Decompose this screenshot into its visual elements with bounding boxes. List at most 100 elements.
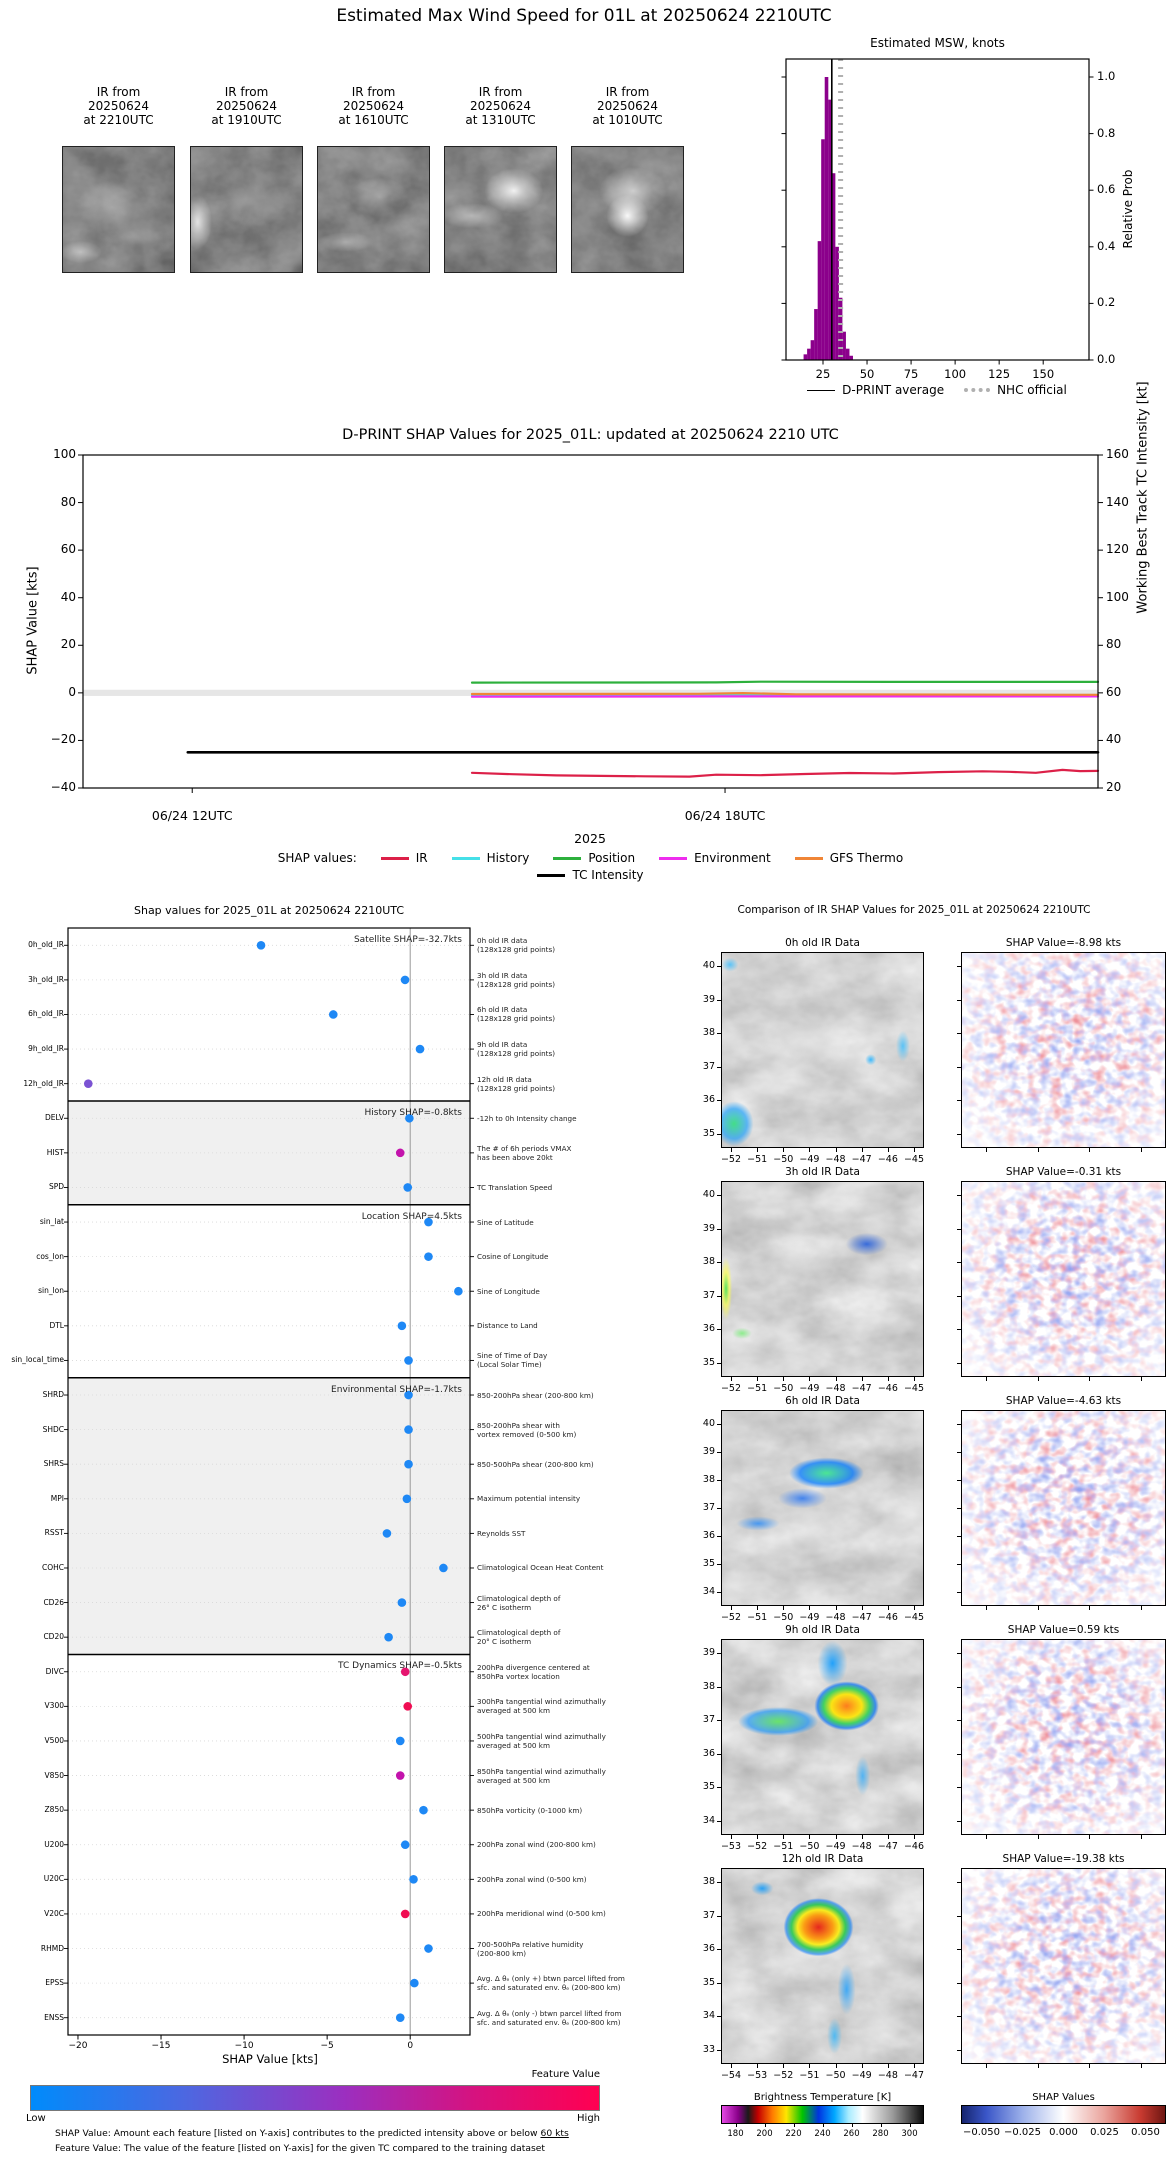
dotplot-feature-desc: 200hPa zonal wind (200-800 km)	[477, 1840, 596, 1850]
comparison-title: Comparison of IR SHAP Values for 2025_01…	[737, 904, 1091, 916]
lat-tick-label: 39	[702, 993, 715, 1005]
lon-tick	[887, 1606, 889, 1610]
legend-item: TC Intensity	[537, 868, 644, 882]
lat-tick-label: 34	[702, 1586, 715, 1597]
lon-tick-label: −52	[720, 1383, 742, 1394]
dotplot-title: Shap values for 2025_01L at 20250624 221…	[133, 904, 405, 917]
shap-map-fade-overlay	[962, 953, 1165, 1147]
shap-lat-tick	[957, 1363, 961, 1364]
dotplot-feature-desc: Cosine of Longitude	[477, 1252, 549, 1262]
lon-tick-label: −51	[747, 1383, 768, 1394]
lon-tick	[731, 2064, 732, 2068]
shap-lat-tick	[957, 966, 961, 967]
dotplot-feature-label: SPD	[48, 1182, 64, 1192]
lon-tick-label: −47	[851, 1612, 872, 1623]
dotplot-feature-label: EPSS	[45, 1978, 64, 1988]
lat-tick-label: 40	[702, 960, 715, 971]
histogram-xtick-label: 75	[903, 367, 919, 381]
dotplot-feature-label: 12h_old_IR	[23, 1078, 64, 1088]
shap-lat-tick	[957, 1564, 961, 1565]
lon-tick-label: −46	[877, 1383, 898, 1394]
dotplot-feature-label: ENSS	[44, 2012, 64, 2022]
footnote-feature-value: Feature Value: The value of the feature …	[55, 2143, 545, 2154]
dotplot-feature-desc: 850-200hPa shear (200-800 km)	[477, 1390, 594, 1400]
lat-tick	[717, 1295, 721, 1297]
legend-item: Environment	[659, 851, 771, 865]
ir-thumbnail-image	[571, 146, 684, 273]
lon-tick-label: −52	[720, 1154, 742, 1165]
dotplot-feature-label: SHRD	[42, 1390, 64, 1400]
dotplot-feature-label: MPI	[50, 1493, 64, 1503]
dotplot-feature-label: V850	[44, 1770, 64, 1780]
shap-lat-tick	[957, 1536, 961, 1537]
shap-lon-tick	[986, 1606, 987, 1610]
lat-tick	[717, 1228, 721, 1230]
lon-tick	[861, 1835, 863, 1839]
lat-tick-label: 36	[702, 1943, 715, 1955]
shap-cbar-tick-label: 0.000	[1049, 2127, 1078, 2138]
shap-map	[961, 952, 1166, 1148]
lat-tick-label: 37	[702, 1714, 715, 1726]
lon-tick	[757, 1377, 759, 1381]
lat-tick	[717, 1363, 721, 1364]
legend-item: GFS Thermo	[794, 851, 903, 865]
dotplot-xtick-label: 0	[407, 2041, 414, 2051]
shap-lon-tick	[1089, 1377, 1091, 1381]
lat-tick-label: 34	[702, 2010, 715, 2022]
lon-tick	[783, 1606, 785, 1610]
ir-map	[721, 1639, 924, 1835]
histogram-xtick-label: 25	[815, 367, 831, 381]
bt-cbar-tick	[793, 2124, 795, 2127]
shap-map-fade-overlay	[962, 1182, 1165, 1376]
lon-tick	[757, 1148, 759, 1152]
ir-map-overlay	[722, 1411, 923, 1605]
lon-tick-label: −47	[851, 1154, 872, 1165]
dotplot-feature-desc: Sine of Time of Day (Local Solar Time)	[477, 1351, 548, 1370]
ir-map-title: 9h old IR Data	[785, 1624, 860, 1636]
lat-tick-label: 35	[702, 1357, 715, 1368]
feature-value-high-label: High	[577, 2113, 600, 2124]
lon-tick	[731, 1606, 732, 1610]
lat-tick-label: 37	[702, 1289, 715, 1301]
shap-lat-tick	[957, 2050, 961, 2051]
lon-tick	[887, 1377, 889, 1381]
line-swatch	[794, 856, 823, 860]
legend-label: History	[486, 851, 530, 865]
shap-lat-tick	[957, 2016, 961, 2018]
ir-map	[721, 1410, 924, 1606]
ir-map-overlay	[722, 1640, 923, 1834]
timeseries-ytick-left: 80	[60, 494, 76, 509]
dotplot-feature-label: SHDC	[42, 1424, 64, 1434]
bt-cbar-tick	[735, 2124, 737, 2127]
dotplot-section-label: Environmental SHAP=-1.7kts	[331, 1384, 462, 1395]
ir-thumbnail-overlay	[191, 147, 302, 272]
lon-tick-label: −52	[773, 2070, 794, 2081]
shap-lat-tick	[957, 1882, 961, 1883]
lat-tick-label: 37	[702, 1060, 715, 1072]
bt-cbar-tick-label: 220	[785, 2129, 802, 2139]
dotplot-plot	[64, 927, 474, 2040]
dotplot-feature-label: cos_lon	[36, 1251, 64, 1261]
histogram-ytick-label: 0.6	[1097, 182, 1116, 197]
histogram-ytick-label: 0.0	[1097, 352, 1116, 366]
lon-tick	[887, 1148, 889, 1152]
dotplot-feature-label: Z850	[44, 1805, 64, 1815]
lon-tick-label: −48	[877, 2070, 898, 2081]
shap-lon-tick	[1089, 1148, 1091, 1152]
lat-tick	[717, 2016, 721, 2018]
lon-tick	[809, 1148, 811, 1152]
lon-tick	[835, 1148, 837, 1152]
bt-cbar-tick-label: 260	[843, 2129, 860, 2139]
lat-tick-label: 34	[702, 1815, 715, 1826]
lon-tick-label: −49	[799, 1154, 820, 1165]
bt-cbar-tick-label: 300	[901, 2129, 918, 2139]
bt-cbar-tick	[880, 2124, 882, 2127]
dotplot-section-label: Location SHAP=4.5kts	[361, 1211, 462, 1222]
ir-map-overlay	[722, 1869, 923, 2063]
shap-lat-tick	[957, 1949, 961, 1951]
shap-lat-tick	[957, 999, 961, 1001]
dotplot-feature-desc: 850hPa tangential wind azimuthally avera…	[477, 1766, 606, 1785]
lat-tick	[717, 1982, 721, 1984]
bt-cbar-tick	[851, 2124, 853, 2127]
lat-tick-label: 36	[702, 1530, 715, 1541]
